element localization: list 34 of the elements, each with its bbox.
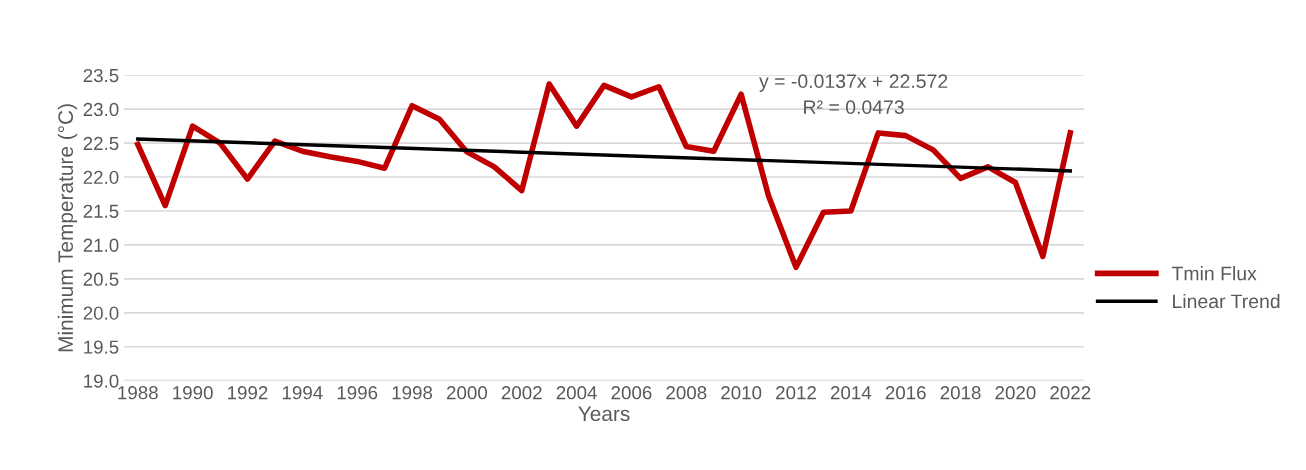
y-tick-label: 23.0 bbox=[83, 102, 119, 117]
x-tick-label: 2020 bbox=[995, 386, 1036, 400]
y-tick-label: 19.5 bbox=[84, 340, 119, 354]
x-tick-label: 2000 bbox=[446, 386, 488, 400]
y-tick-label: 19.0 bbox=[84, 374, 119, 388]
y-tick-label: 21.5 bbox=[83, 204, 119, 218]
x-tick-label: 2006 bbox=[611, 386, 652, 400]
x-tick-label: 2008 bbox=[666, 386, 707, 400]
legend-label: Linear Trend bbox=[1173, 293, 1280, 309]
annotation: y = -0.0137x + 22.572 bbox=[759, 74, 948, 92]
x-tick-label: 2010 bbox=[721, 386, 762, 400]
y-tick-label: 21.0 bbox=[83, 238, 119, 252]
x-tick-label: 2004 bbox=[556, 386, 597, 400]
legend-label: Tmin Flux bbox=[1171, 266, 1257, 281]
x-tick-label: 2016 bbox=[885, 386, 926, 400]
x-tick-label: 1990 bbox=[173, 386, 213, 400]
y-tick-label: 22.0 bbox=[83, 170, 119, 185]
x-tick-label: 1998 bbox=[392, 386, 433, 400]
y-tick-label: 20.5 bbox=[83, 272, 119, 286]
y-tick-label: 20.0 bbox=[83, 306, 119, 320]
x-tick-label: 2002 bbox=[501, 386, 542, 400]
y-axis-title: Minimum Temperature (°C) bbox=[57, 104, 78, 352]
x-tick-label: 1988 bbox=[118, 386, 158, 400]
x-tick-label: 2018 bbox=[940, 386, 981, 400]
y-tick-label: 22.5 bbox=[83, 136, 119, 151]
y-tick-label: 23.5 bbox=[83, 68, 119, 83]
x-tick-label: 1996 bbox=[337, 386, 378, 400]
x-tick-label: 1992 bbox=[228, 386, 268, 400]
x-axis-title: Years bbox=[578, 406, 630, 422]
x-tick-label: 2012 bbox=[776, 386, 816, 400]
x-tick-label: 1994 bbox=[282, 386, 323, 400]
x-tick-label: 2022 bbox=[1050, 386, 1091, 400]
annotation: R² = 0.0473 bbox=[804, 100, 904, 115]
x-tick-label: 2014 bbox=[830, 386, 872, 400]
